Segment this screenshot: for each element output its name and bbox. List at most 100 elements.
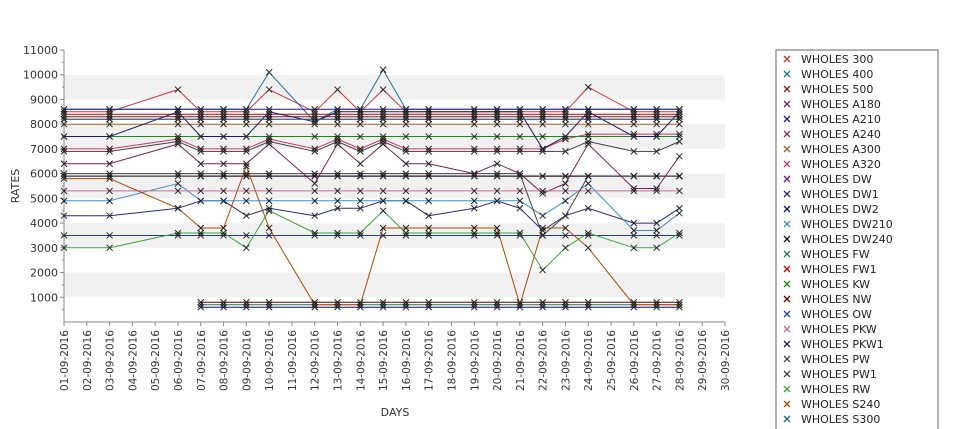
data-point-marker bbox=[630, 187, 638, 195]
data-point-marker bbox=[311, 105, 319, 113]
data-point-marker bbox=[197, 172, 205, 180]
data-point-marker bbox=[653, 110, 660, 118]
data-point-marker bbox=[516, 120, 524, 128]
data-point-marker bbox=[539, 108, 547, 116]
data-point-marker bbox=[562, 212, 569, 220]
legend-label: WHOLES PKW bbox=[801, 323, 877, 336]
data-point-marker bbox=[220, 298, 227, 306]
data-point-marker bbox=[106, 212, 113, 220]
data-point-marker bbox=[60, 115, 68, 123]
data-point-marker bbox=[584, 133, 592, 140]
data-point-marker bbox=[676, 108, 683, 116]
data-point-marker bbox=[356, 170, 364, 177]
data-point-marker bbox=[220, 224, 227, 232]
data-point-marker bbox=[676, 209, 683, 217]
data-point-marker bbox=[539, 115, 547, 123]
data-point-marker bbox=[562, 135, 569, 143]
data-point-marker bbox=[493, 113, 501, 121]
x-tick-label: 30-09-2016 bbox=[720, 330, 732, 391]
data-point-marker bbox=[630, 172, 638, 180]
data-point-marker bbox=[676, 105, 683, 113]
data-point-marker bbox=[425, 108, 433, 116]
data-point-marker bbox=[402, 301, 410, 309]
data-point-marker bbox=[516, 105, 524, 113]
data-point-marker bbox=[470, 301, 478, 309]
data-point-marker bbox=[470, 120, 478, 128]
data-point-marker bbox=[493, 187, 501, 195]
legend-marker bbox=[783, 55, 791, 63]
data-point-marker bbox=[402, 298, 410, 306]
data-point-marker bbox=[539, 298, 547, 306]
legend-label: WHOLES A240 bbox=[801, 128, 881, 141]
data-point-marker bbox=[562, 148, 569, 155]
data-point-marker bbox=[60, 232, 68, 239]
data-point-marker bbox=[334, 135, 341, 143]
y-axis: 1000 2000 3000 4000 5000 6000 7000 8000 9000 1000… bbox=[23, 44, 65, 322]
x-tick-label: 21-09-2016 bbox=[515, 330, 527, 391]
data-point-marker bbox=[584, 83, 592, 91]
data-point-marker bbox=[402, 120, 410, 128]
data-point-marker bbox=[356, 133, 364, 140]
data-point-marker bbox=[676, 204, 683, 212]
data-point-marker bbox=[265, 110, 273, 118]
data-point-marker bbox=[516, 172, 524, 180]
data-point-marker bbox=[562, 303, 569, 311]
x-tick-label: 03-09-2016 bbox=[105, 330, 117, 391]
data-point-marker bbox=[630, 244, 638, 252]
grid-band bbox=[64, 173, 725, 199]
data-point-marker bbox=[562, 113, 569, 121]
data-point-marker bbox=[356, 148, 364, 155]
legend: WHOLES 300 WHOLES 400 WHOLES 500 WHOLES A18… bbox=[775, 49, 939, 429]
data-point-marker bbox=[402, 187, 410, 195]
data-point-marker bbox=[356, 120, 364, 128]
data-point-marker bbox=[242, 244, 250, 252]
data-point-marker bbox=[516, 133, 524, 140]
data-point-marker bbox=[470, 133, 478, 140]
data-point-marker bbox=[516, 301, 524, 309]
data-point-marker bbox=[470, 110, 478, 118]
data-point-marker bbox=[311, 118, 319, 126]
x-tick-label: 14-09-2016 bbox=[355, 330, 367, 391]
data-point-marker bbox=[676, 138, 683, 145]
data-point-marker bbox=[106, 113, 113, 121]
data-point-marker bbox=[470, 113, 478, 121]
data-point-marker bbox=[311, 170, 319, 177]
data-point-marker bbox=[265, 68, 273, 76]
data-point-marker bbox=[630, 227, 638, 234]
data-point-marker bbox=[60, 212, 68, 220]
x-tick-label: 26-09-2016 bbox=[629, 330, 641, 391]
data-point-marker bbox=[470, 303, 478, 311]
data-point-marker bbox=[584, 120, 592, 128]
data-point-marker bbox=[197, 160, 205, 168]
data-point-marker bbox=[539, 301, 547, 309]
data-point-marker bbox=[174, 115, 182, 123]
data-point-marker bbox=[630, 303, 638, 311]
legend-marker bbox=[783, 100, 791, 108]
data-point-marker bbox=[676, 298, 683, 306]
data-point-marker bbox=[379, 113, 387, 121]
data-point-marker bbox=[425, 229, 433, 237]
data-point-marker bbox=[676, 110, 683, 118]
series-line bbox=[64, 111, 680, 150]
data-point-marker bbox=[311, 197, 319, 205]
data-point-marker bbox=[197, 224, 205, 232]
data-point-marker bbox=[653, 148, 660, 155]
data-point-marker bbox=[630, 120, 638, 128]
data-point-marker bbox=[470, 224, 478, 232]
x-tick-label: 25-09-2016 bbox=[606, 330, 618, 391]
data-point-marker bbox=[265, 113, 273, 121]
grid-band bbox=[64, 74, 725, 100]
data-point-marker bbox=[425, 110, 433, 118]
data-point-marker bbox=[311, 303, 319, 311]
data-point-marker bbox=[197, 197, 205, 205]
data-point-marker bbox=[242, 148, 250, 155]
data-point-marker bbox=[493, 108, 501, 116]
data-point-marker bbox=[653, 219, 660, 227]
legend-label: WHOLES S240 bbox=[801, 398, 880, 411]
data-point-marker bbox=[630, 298, 638, 306]
data-point-marker bbox=[584, 244, 592, 252]
grid-band bbox=[64, 272, 725, 298]
series-markers bbox=[60, 66, 683, 311]
